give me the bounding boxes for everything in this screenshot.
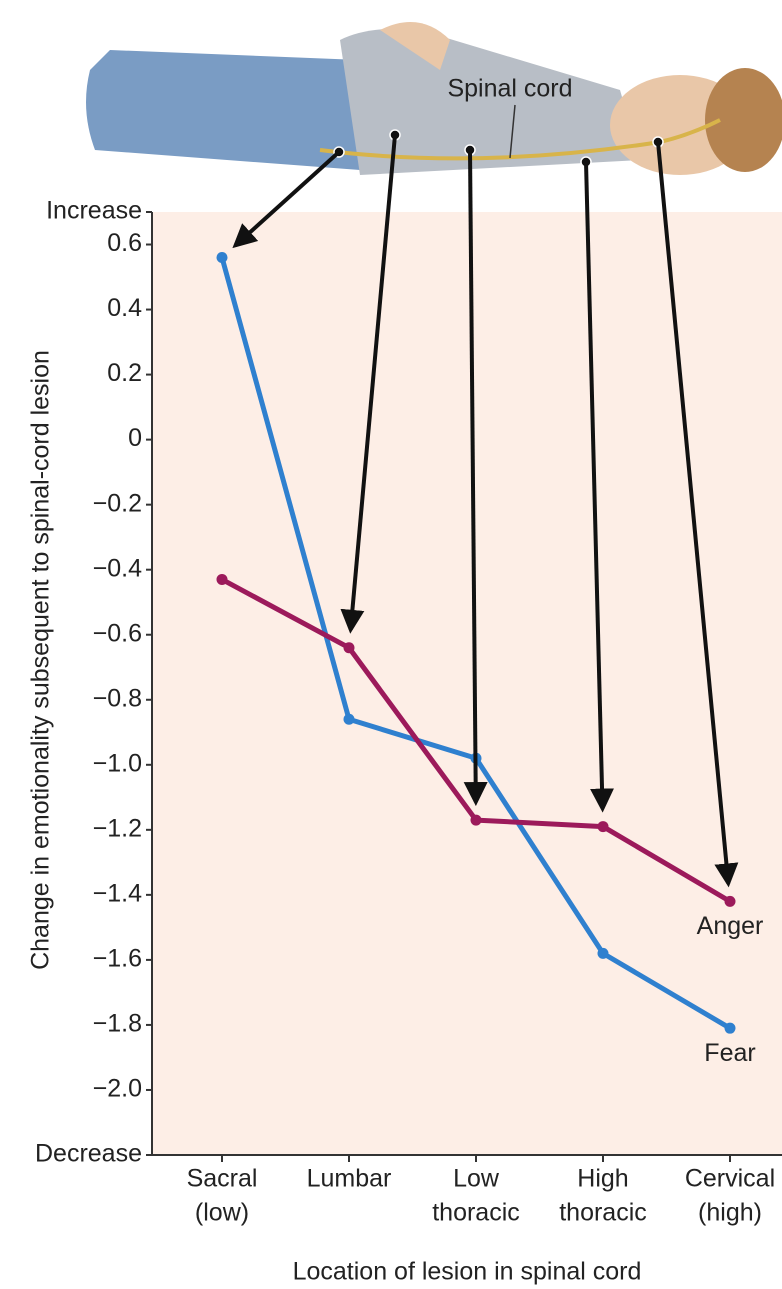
y-tick-label: −0.2 bbox=[93, 489, 142, 517]
y-tick-label: −0.6 bbox=[93, 619, 142, 647]
arrow bbox=[232, 150, 341, 249]
y-tick-label: −1.2 bbox=[93, 814, 142, 842]
point bbox=[597, 821, 609, 833]
point bbox=[216, 252, 228, 264]
y-tick-label: −1.8 bbox=[93, 1010, 142, 1038]
y-tick-label: 0.6 bbox=[107, 229, 142, 257]
point bbox=[470, 814, 482, 826]
arrow bbox=[656, 141, 739, 888]
y-tick-label: −0.4 bbox=[93, 554, 142, 582]
y-tick-label: −0.8 bbox=[93, 684, 142, 712]
x-tick-label: thoracic bbox=[559, 1199, 647, 1227]
illustration: Spinal cord bbox=[86, 22, 782, 175]
x-tick-label: High bbox=[577, 1165, 628, 1193]
series-label: Anger bbox=[697, 912, 764, 940]
arrow bbox=[463, 149, 488, 807]
illustration-label: Spinal cord bbox=[447, 75, 572, 103]
x-tick-label: (high) bbox=[698, 1199, 762, 1227]
x-tick-label: (low) bbox=[195, 1199, 249, 1227]
point bbox=[216, 573, 228, 585]
y-tick-label: Decrease bbox=[35, 1140, 142, 1168]
arrow bbox=[584, 161, 615, 813]
shirt bbox=[340, 28, 640, 175]
point bbox=[724, 1022, 736, 1034]
y-tick-label: 0.4 bbox=[107, 294, 142, 322]
y-axis-title: Change in emotionality subsequent to spi… bbox=[27, 350, 55, 970]
legs bbox=[86, 50, 360, 170]
label-leader bbox=[509, 104, 516, 159]
series-label: Fear bbox=[704, 1039, 755, 1067]
point bbox=[724, 895, 736, 907]
point bbox=[343, 642, 355, 654]
x-axis-title: Location of lesion in spinal cord bbox=[293, 1258, 642, 1286]
y-tick-label: −1.4 bbox=[93, 879, 142, 907]
y-tick-label: 0.2 bbox=[107, 359, 142, 387]
x-tick-label: thoracic bbox=[432, 1199, 520, 1227]
point bbox=[597, 947, 609, 959]
point bbox=[343, 713, 355, 725]
y-tick-label: −2.0 bbox=[93, 1075, 142, 1103]
y-tick-label: 0 bbox=[128, 424, 142, 452]
hands bbox=[380, 22, 450, 70]
y-tick-label: −1.6 bbox=[93, 945, 142, 973]
x-tick-label: Lumbar bbox=[307, 1165, 392, 1193]
x-tick-label: Low bbox=[453, 1165, 500, 1193]
hair bbox=[705, 68, 782, 172]
x-tick-label: Sacral bbox=[187, 1165, 258, 1193]
arrow bbox=[340, 134, 397, 634]
y-tick-label: Increase bbox=[46, 197, 142, 225]
x-tick-label: Cervical bbox=[685, 1165, 775, 1193]
y-tick-label: −1.0 bbox=[93, 749, 142, 777]
